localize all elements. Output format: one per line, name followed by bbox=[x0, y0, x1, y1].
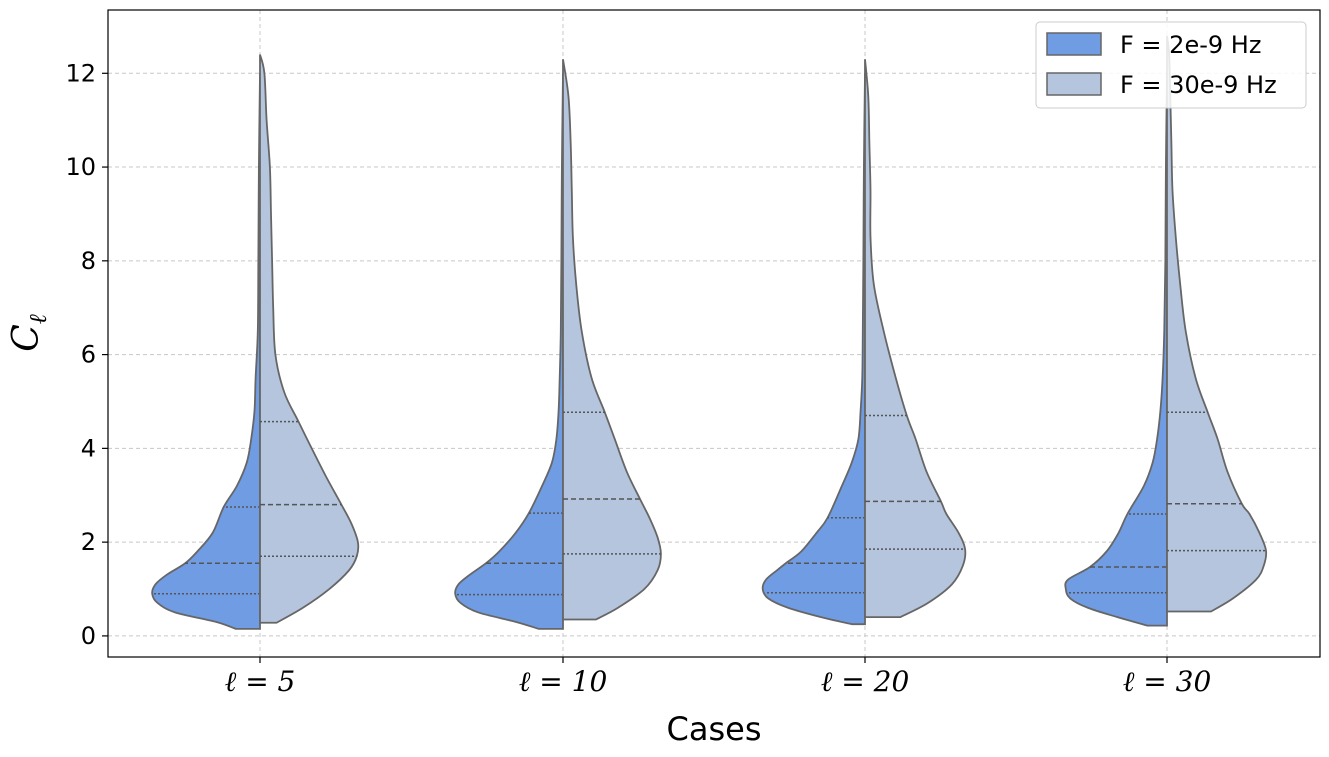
x-axis-label: Cases bbox=[667, 710, 762, 748]
x-tick-label-4: ℓ = 30 bbox=[1123, 665, 1212, 698]
violin-low-freq-2 bbox=[454, 73, 564, 630]
x-tick-label-2: ℓ = 10 bbox=[519, 665, 608, 698]
y-axis-label-main: C bbox=[6, 324, 47, 352]
y-tick-label-10: 10 bbox=[65, 153, 96, 181]
y-tick-label-0: 0 bbox=[81, 622, 96, 650]
legend-box bbox=[1035, 21, 1307, 109]
tick-layer: 0 2 4 6 8 10 12 ℓ = 5 ℓ = 10 ℓ = 20 ℓ = 30 bbox=[65, 59, 1211, 698]
legend-swatch-series-1 bbox=[1046, 32, 1102, 56]
y-axis-label: Cℓ bbox=[6, 314, 52, 352]
legend-label-series-2: F = 30e-9 Hz bbox=[1120, 71, 1277, 99]
legend: F = 2e-9 Hz F = 30e-9 Hz bbox=[1035, 21, 1307, 109]
violin-high-freq-2 bbox=[562, 59, 662, 621]
y-tick-label-6: 6 bbox=[81, 341, 96, 369]
y-tick-label-8: 8 bbox=[81, 247, 96, 275]
violin-low-freq-4 bbox=[1064, 73, 1168, 627]
y-tick-label-2: 2 bbox=[81, 528, 96, 556]
x-tick-label-1: ℓ = 5 bbox=[225, 665, 296, 698]
violin-low-freq-3 bbox=[761, 73, 866, 626]
legend-swatch-series-2 bbox=[1046, 72, 1102, 96]
y-tick-label-4: 4 bbox=[81, 434, 96, 462]
violin-high-freq-4 bbox=[1166, 35, 1268, 613]
violin-high-freq-1 bbox=[259, 54, 360, 624]
violin-layer bbox=[151, 35, 1268, 630]
legend-label-series-1: F = 2e-9 Hz bbox=[1120, 31, 1261, 59]
x-tick-label-3: ℓ = 20 bbox=[821, 665, 910, 698]
violin-high-freq-3 bbox=[864, 59, 967, 619]
y-tick-label-12: 12 bbox=[65, 59, 96, 87]
violin-low-freq-1 bbox=[151, 73, 261, 630]
y-axis-label-subscript: ℓ bbox=[24, 314, 52, 324]
plot-frame bbox=[107, 9, 1321, 658]
